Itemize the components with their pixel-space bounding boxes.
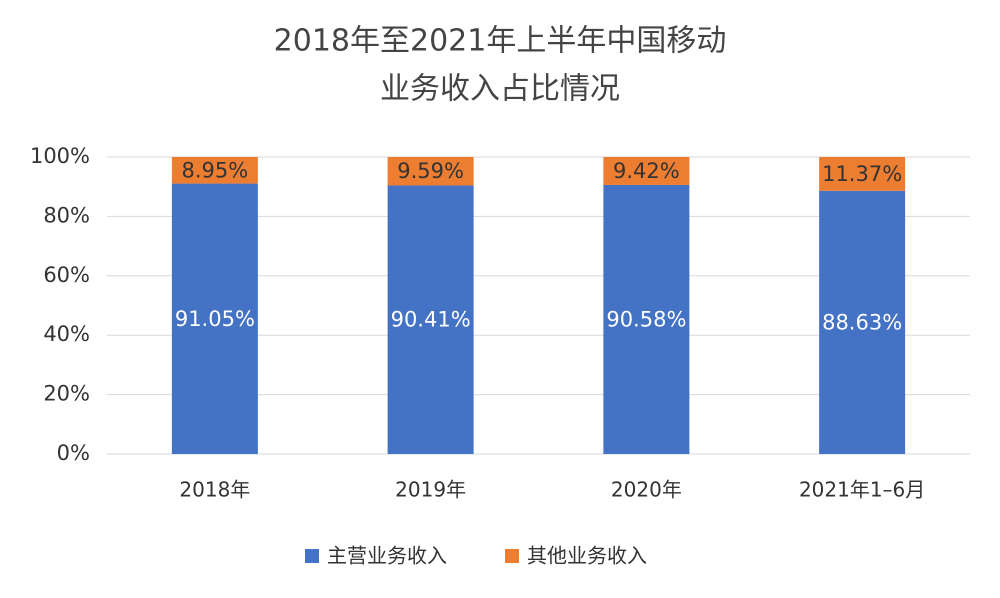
data-label: 11.37%: [822, 162, 902, 186]
data-label: 91.05%: [175, 307, 255, 331]
legend-label: 其他业务收入: [527, 544, 647, 568]
y-tick-label: 80%: [43, 203, 90, 227]
y-tick-label: 20%: [43, 382, 90, 406]
x-tick-label: 2019年: [395, 478, 466, 502]
chart-title: 2018年至2021年上半年中国移动: [274, 24, 727, 59]
y-tick-label: 100%: [30, 144, 90, 168]
data-label: 88.63%: [822, 310, 902, 334]
y-tick-label: 40%: [43, 322, 90, 346]
chart-title: 业务收入占比情况: [380, 72, 620, 107]
bar-segment: [387, 185, 474, 454]
bar-segment: [603, 157, 690, 185]
y-tick-label: 0%: [57, 441, 90, 465]
data-label: 9.42%: [613, 159, 680, 183]
bar-segment: [171, 183, 258, 455]
bar-segment: [171, 157, 258, 184]
data-label: 90.41%: [391, 308, 471, 332]
legend-swatch: [505, 549, 519, 563]
bar-segment: [819, 190, 906, 454]
legend-swatch: [305, 549, 319, 563]
x-tick-label: 2021年1–6月: [799, 478, 925, 502]
bar-segment: [603, 184, 690, 454]
x-tick-label: 2020年: [611, 478, 682, 502]
x-tick-label: 2018年: [179, 478, 250, 502]
y-tick-label: 60%: [43, 263, 90, 287]
legend-label: 主营业务收入: [327, 544, 447, 568]
bar-segment: [387, 157, 474, 186]
bar-segment: [819, 157, 906, 191]
data-label: 8.95%: [182, 158, 249, 182]
data-label: 90.58%: [606, 307, 686, 331]
data-label: 9.59%: [397, 159, 464, 183]
